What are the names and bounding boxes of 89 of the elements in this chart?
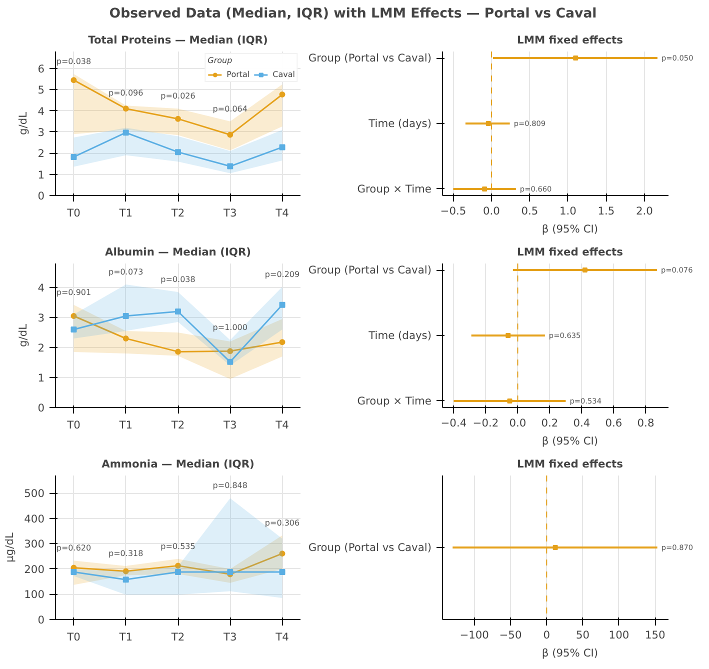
x-tick-label: T0 — [66, 418, 81, 432]
x-tick-label: 1.5 — [598, 204, 615, 218]
annotation: p=0.026 — [160, 92, 196, 101]
y-tick-label: Group × Time — [357, 394, 432, 408]
y-tick-label: Group × Time — [357, 182, 432, 196]
x-tick-label: 50 — [576, 628, 590, 642]
annotation: p=0.209 — [264, 270, 300, 279]
y-tick-label: 0 — [38, 190, 45, 202]
y-tick-label: 2 — [38, 342, 44, 354]
annotation: p=0.073 — [108, 268, 144, 276]
y-axis-title: g/dL — [16, 324, 30, 348]
x-tick-label: −0.5 — [440, 204, 466, 218]
annotation: p=0.620 — [56, 544, 92, 553]
y-axis-title: g/dL — [16, 112, 30, 136]
annotation: p=0.306 — [264, 518, 300, 528]
annotation: p=0.848 — [212, 481, 248, 490]
y-tick-label: 300 — [24, 538, 45, 551]
y-tick-label: 4 — [38, 282, 45, 294]
x-tick-label: T0 — [66, 630, 81, 644]
annotation: p=0.096 — [108, 88, 144, 98]
x-tick-label: T0 — [66, 206, 81, 220]
x-axis-title: β (95% CI) — [542, 222, 598, 236]
y-tick-label: 200 — [24, 562, 45, 576]
x-tick-label: 0.2 — [541, 416, 558, 430]
y-tick-label: 500 — [24, 487, 45, 500]
x-tick-label: T4 — [274, 630, 290, 644]
text: Observed Data (Median, IQR) with LMM Effects — Portal vs Caval — [109, 6, 597, 22]
y-tick-label: Group (Portal vs Caval) — [308, 264, 432, 277]
x-tick-label: 0.5 — [521, 204, 538, 218]
y-axis-title: µg/dL — [3, 532, 16, 562]
x-tick-label: T2 — [170, 206, 185, 220]
annotation: p=0.038 — [56, 56, 92, 66]
y-tick-label: Group (Portal vs Caval) — [308, 541, 432, 554]
chart-title: LMM fixed effects — [517, 246, 623, 258]
annotation: p=0.318 — [108, 548, 144, 558]
annotation: p=1.000 — [212, 323, 248, 332]
x-tick-label: 0.4 — [573, 416, 590, 430]
y-tick-label: 1 — [38, 168, 44, 182]
x-tick-label: T3 — [222, 418, 237, 432]
x-tick-label: 100 — [608, 628, 630, 642]
y-tick-label: 5 — [38, 84, 44, 97]
x-tick-label: T1 — [118, 206, 133, 220]
x-tick-label: T3 — [222, 206, 237, 220]
x-tick-label: T1 — [118, 418, 133, 432]
x-tick-label: T1 — [118, 630, 133, 644]
y-tick-label: 6 — [38, 62, 45, 76]
x-axis-title: β (95% CI) — [542, 434, 598, 448]
x-tick-label: −0.2 — [472, 416, 499, 430]
x-tick-label: 0.0 — [509, 416, 526, 430]
chart-title: LMM fixed effects — [517, 458, 623, 470]
chart-title: Total Proteins — Median (IQR) — [88, 34, 268, 46]
chart-title: Albumin — Median (IQR) — [104, 246, 252, 258]
y-tick-label: 100 — [24, 588, 45, 602]
x-tick-label: T2 — [170, 418, 185, 432]
x-tick-label: T3 — [222, 630, 237, 644]
x-axis-title: β (95% CI) — [542, 646, 598, 660]
legend-title: Group — [208, 56, 234, 65]
annotation: p=0.535 — [160, 542, 196, 551]
x-tick-label: 150 — [644, 628, 666, 642]
y-tick-label: 4 — [38, 104, 45, 118]
x-tick-label: T4 — [274, 206, 290, 220]
x-tick-label: 2.0 — [636, 204, 654, 218]
y-tick-label: Group (Portal vs Caval) — [308, 52, 432, 65]
x-tick-label: 0.6 — [605, 416, 622, 430]
annotation: p=0.064 — [212, 104, 248, 114]
y-tick-label: 2 — [38, 147, 44, 160]
legend-label: Caval — [272, 70, 295, 79]
chart-title: LMM fixed effects — [517, 34, 623, 46]
y-tick-label: 0 — [38, 614, 45, 626]
annotation: p=0.038 — [160, 275, 196, 284]
y-tick-label: Time (days) — [368, 117, 432, 130]
y-tick-label: Time (days) — [368, 329, 432, 342]
x-tick-label: 0.8 — [637, 416, 654, 430]
y-tick-label: 3 — [38, 312, 44, 324]
chart-title: Ammonia — Median (IQR) — [102, 458, 254, 470]
annotation: p=0.901 — [56, 288, 92, 297]
legend-label: Portal — [226, 70, 250, 79]
x-tick-label: T2 — [170, 630, 185, 644]
x-tick-label: 1.0 — [559, 204, 577, 218]
y-tick-label: 1 — [38, 372, 44, 384]
x-tick-label: −100 — [460, 628, 490, 642]
y-tick-label: 3 — [38, 126, 44, 139]
x-tick-label: 0 — [543, 628, 550, 642]
y-tick-label: 400 — [24, 512, 45, 526]
x-tick-label: −0.4 — [440, 416, 467, 430]
x-tick-label: 0.0 — [482, 204, 500, 218]
y-tick-label: 0 — [38, 402, 45, 414]
x-tick-label: T4 — [274, 418, 290, 432]
x-tick-label: −50 — [499, 628, 522, 642]
